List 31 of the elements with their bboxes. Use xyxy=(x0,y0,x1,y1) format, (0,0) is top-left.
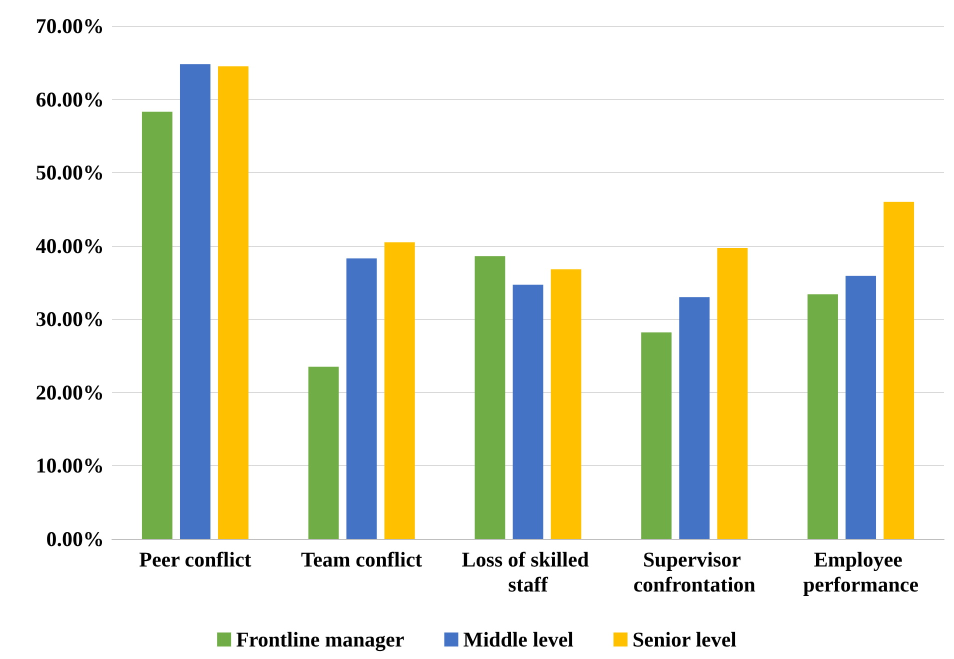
bar xyxy=(717,248,748,539)
y-tick-label: 70.00% xyxy=(36,14,104,38)
bar xyxy=(550,269,582,539)
x-tick-label: Employee performance xyxy=(803,548,919,596)
bar xyxy=(218,66,248,539)
y-tick-label: 30.00% xyxy=(36,307,104,332)
legend-label: Frontline manager xyxy=(236,628,404,652)
bar xyxy=(474,256,506,539)
bar xyxy=(384,242,415,539)
bar xyxy=(346,258,377,539)
y-tick-label: 20.00% xyxy=(36,380,104,404)
legend-label: Middle level xyxy=(463,628,574,652)
y-tick-label: 40.00% xyxy=(36,234,104,258)
bar xyxy=(512,284,544,539)
x-tick-label: Supervisor confrontation xyxy=(633,548,756,596)
bar xyxy=(846,276,876,539)
y-tick-label: 0.00% xyxy=(46,527,104,551)
bar xyxy=(679,297,710,539)
bar xyxy=(142,112,172,539)
bar xyxy=(808,294,838,539)
bar xyxy=(180,64,210,539)
y-tick-label: 60.00% xyxy=(36,87,104,112)
y-tick-label: 10.00% xyxy=(36,454,104,478)
y-tick-label: 50.00% xyxy=(36,160,104,185)
bar xyxy=(884,202,914,539)
x-tick-label: Peer conflict xyxy=(139,548,252,572)
x-tick-label: Team conflict xyxy=(301,548,422,572)
bar xyxy=(641,332,672,539)
bar xyxy=(308,366,339,539)
legend-label: Senior level xyxy=(632,628,737,652)
x-tick-label: Loss of skilled staff xyxy=(462,548,594,596)
